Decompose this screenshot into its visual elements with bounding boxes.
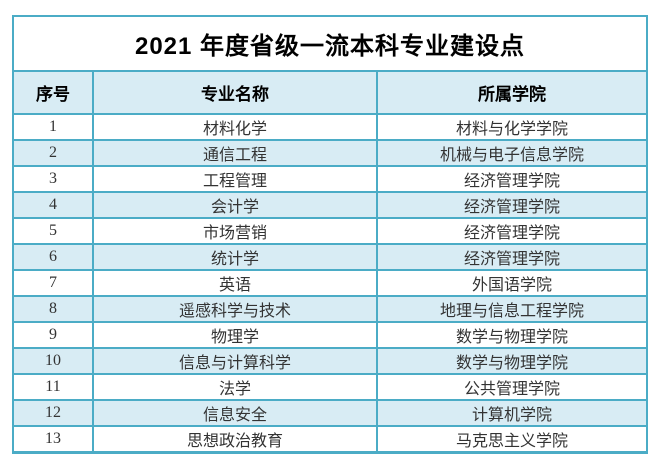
major-name-cell: 信息与计算科学	[92, 347, 378, 375]
table-body: 1 材料化学 材料与化学学院 2 通信工程 机械与电子信息学院 3 工程管理 经济管理学院 4 会计…	[12, 113, 648, 454]
table-row: 7 英语 外国语学院	[12, 269, 648, 297]
title-row: 2021 年度省级一流本科专业建设点	[12, 15, 648, 72]
major-name-cell: 遥感科学与技术	[92, 295, 378, 323]
majors-table: 2021 年度省级一流本科专业建设点 序号 专业名称 所属学院 1 材料化学 材料与…	[12, 15, 648, 454]
major-name-cell: 物理学	[92, 321, 378, 349]
row-index-cell: 3	[12, 165, 94, 193]
table-row: 12 信息安全 计算机学院	[12, 399, 648, 427]
major-name-cell: 思想政治教育	[92, 425, 378, 454]
college-name-cell: 马克思主义学院	[376, 425, 648, 454]
major-name-cell: 材料化学	[92, 113, 378, 141]
table-row: 4 会计学 经济管理学院	[12, 191, 648, 219]
table-row: 6 统计学 经济管理学院	[12, 243, 648, 271]
row-index-cell: 12	[12, 399, 94, 427]
major-name-cell: 工程管理	[92, 165, 378, 193]
row-index-cell: 2	[12, 139, 94, 167]
row-index-cell: 10	[12, 347, 94, 375]
table-row: 10 信息与计算科学 数学与物理学院	[12, 347, 648, 375]
table-row: 8 遥感科学与技术 地理与信息工程学院	[12, 295, 648, 323]
major-name-cell: 通信工程	[92, 139, 378, 167]
row-index-cell: 7	[12, 269, 94, 297]
college-name-cell: 计算机学院	[376, 399, 648, 427]
college-name-cell: 地理与信息工程学院	[376, 295, 648, 323]
major-name-cell: 法学	[92, 373, 378, 401]
row-index-cell: 6	[12, 243, 94, 271]
major-name-cell: 信息安全	[92, 399, 378, 427]
row-index-cell: 13	[12, 425, 94, 454]
college-name-cell: 经济管理学院	[376, 243, 648, 271]
row-index-cell: 1	[12, 113, 94, 141]
table-row: 1 材料化学 材料与化学学院	[12, 113, 648, 141]
table-row: 3 工程管理 经济管理学院	[12, 165, 648, 193]
college-name-cell: 机械与电子信息学院	[376, 139, 648, 167]
row-index-cell: 4	[12, 191, 94, 219]
college-name-cell: 经济管理学院	[376, 165, 648, 193]
row-index-cell: 8	[12, 295, 94, 323]
header-row: 序号 专业名称 所属学院	[12, 70, 648, 115]
table-row: 2 通信工程 机械与电子信息学院	[12, 139, 648, 167]
column-header-index: 序号	[12, 70, 94, 115]
college-name-cell: 外国语学院	[376, 269, 648, 297]
college-name-cell: 经济管理学院	[376, 217, 648, 245]
college-name-cell: 公共管理学院	[376, 373, 648, 401]
college-name-cell: 数学与物理学院	[376, 321, 648, 349]
major-name-cell: 英语	[92, 269, 378, 297]
table-row: 11 法学 公共管理学院	[12, 373, 648, 401]
column-header-college: 所属学院	[376, 70, 648, 115]
college-name-cell: 经济管理学院	[376, 191, 648, 219]
major-name-cell: 会计学	[92, 191, 378, 219]
college-name-cell: 材料与化学学院	[376, 113, 648, 141]
table-head: 2021 年度省级一流本科专业建设点 序号 专业名称 所属学院	[12, 15, 648, 115]
table-row: 5 市场营销 经济管理学院	[12, 217, 648, 245]
row-index-cell: 5	[12, 217, 94, 245]
table-row: 9 物理学 数学与物理学院	[12, 321, 648, 349]
major-name-cell: 市场营销	[92, 217, 378, 245]
row-index-cell: 9	[12, 321, 94, 349]
major-name-cell: 统计学	[92, 243, 378, 271]
college-name-cell: 数学与物理学院	[376, 347, 648, 375]
table-row: 13 思想政治教育 马克思主义学院	[12, 425, 648, 454]
row-index-cell: 11	[12, 373, 94, 401]
table-title: 2021 年度省级一流本科专业建设点	[12, 15, 648, 72]
column-header-major-name: 专业名称	[92, 70, 378, 115]
